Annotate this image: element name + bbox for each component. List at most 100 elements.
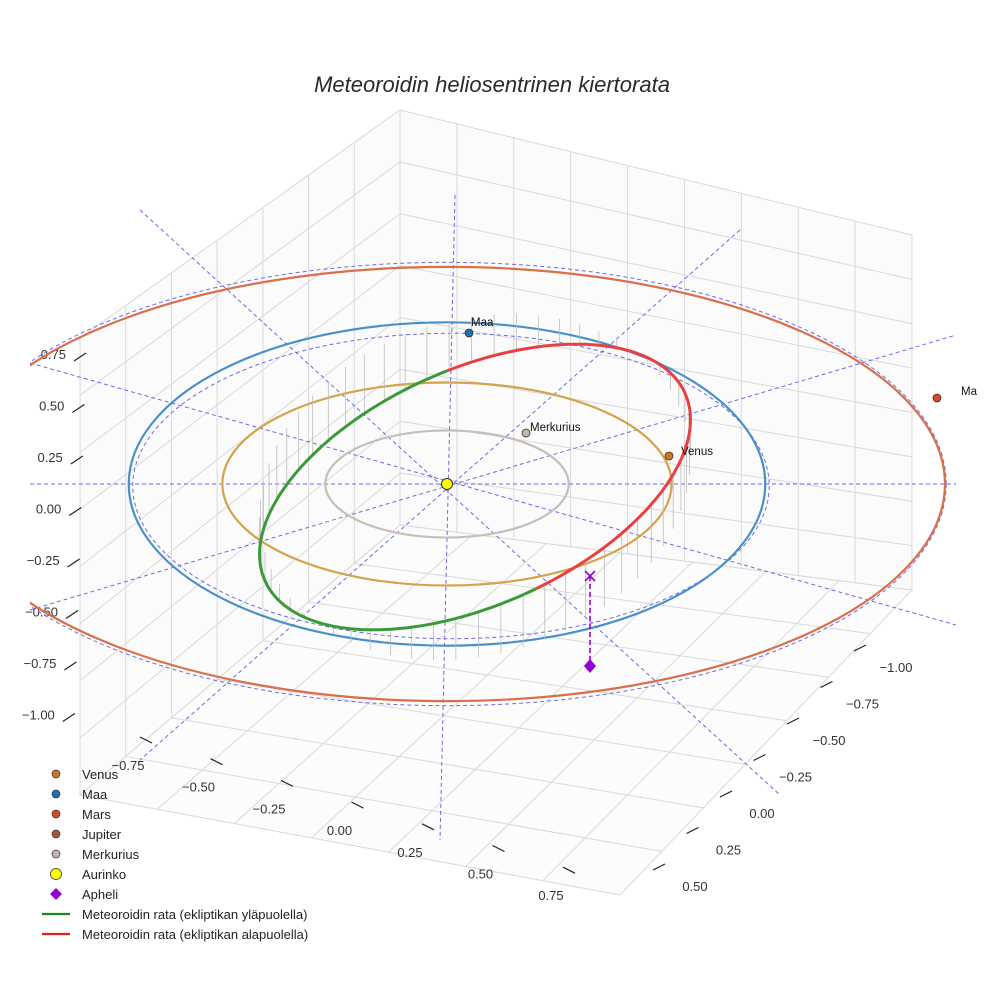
x-tick-label: −0.50 [182, 780, 215, 795]
legend-item[interactable]: Apheli [40, 884, 308, 904]
meteoroid-orbit-below [446, 342, 692, 590]
grid-line [79, 420, 401, 682]
x-tick-mark [562, 866, 576, 874]
grid-line [79, 368, 401, 625]
grid-line [399, 317, 913, 413]
grid-line [399, 265, 913, 369]
grid-line [233, 543, 547, 824]
x-tick-mark [210, 758, 223, 766]
legend-item[interactable]: Meteoroidin rata (ekliptikan alapuolella… [40, 924, 308, 944]
z-tick-label: −0.25 [27, 553, 60, 568]
planet-venus [664, 451, 674, 461]
legend-sun-icon [40, 864, 74, 884]
grid-line [399, 420, 913, 502]
grid-line [262, 640, 787, 722]
y-tick-mark [786, 717, 800, 725]
legend-item[interactable]: Mars [40, 804, 308, 824]
x-tick-label: 0.75 [538, 888, 563, 903]
legend-label: Meteoroidin rata (ekliptikan yläpuolella… [82, 906, 308, 922]
grid-line [399, 161, 913, 280]
grid-line [125, 755, 662, 852]
legend-dot-icon [40, 764, 74, 784]
axis-walls [78, 109, 914, 896]
meteoroid-orbit-above [258, 369, 537, 632]
z-tick-mark [70, 455, 84, 465]
axis-ticks: 0.75 0.50 0.25 0.00 −0.25 −0.50 −0.75 −1.00 −0.7… [22, 347, 913, 903]
aphelion-ecliptic-mark [584, 570, 596, 582]
x-tick-label: −0.75 [112, 758, 145, 773]
aphelion-marker [584, 659, 596, 673]
floor [78, 524, 914, 896]
legend-item[interactable]: Aurinko [40, 864, 308, 884]
y-tick-mark [853, 644, 867, 652]
meteoroid-orbit [258, 314, 692, 660]
x-tick-label: 0.50 [468, 867, 493, 882]
legend-label: Jupiter [82, 826, 122, 842]
legend-label: Meteoroidin rata (ekliptikan alapuolella… [82, 926, 309, 942]
legend-dot-icon [40, 844, 74, 864]
ecliptic-dashed-ring [30, 261, 947, 707]
ecliptic-plane [30, 194, 956, 841]
y-tick-mark [652, 863, 666, 871]
legend-item[interactable]: Maa [40, 784, 308, 804]
y-tick-label: −0.50 [813, 733, 846, 748]
planet-label-maa: Maa [471, 317, 494, 329]
planet-label-mars: Ma [961, 386, 978, 398]
markers: Venus Maa Ma Merkurius [441, 317, 978, 673]
grid-line [79, 265, 401, 510]
planet-maa [464, 328, 474, 338]
z-tick-label: 0.00 [36, 502, 61, 517]
grid-line [308, 601, 829, 678]
orbit-maa [127, 321, 767, 647]
orbit-merkurius [324, 429, 570, 539]
legend: Venus Maa Mars Jupiter Merkurius Aurinko Aphel… [40, 764, 308, 944]
legend-item[interactable]: Meteoroidin rata (ekliptikan yläpuolella… [40, 904, 308, 924]
y-tick-label: −1.00 [880, 660, 913, 675]
z-tick-mark [73, 352, 87, 362]
planet-orbits [30, 265, 946, 703]
orbit-venus [221, 381, 673, 587]
y-tick-label: −0.25 [779, 770, 812, 785]
grid-line [217, 678, 746, 765]
legend-label: Apheli [82, 886, 119, 902]
orbit-mars [30, 265, 946, 703]
z-tick-mark [72, 404, 85, 413]
grid-line [399, 213, 913, 325]
z-tick-label: 0.75 [41, 347, 66, 362]
x-tick-label: 0.00 [327, 823, 352, 838]
y-tick-label: 0.25 [716, 843, 741, 858]
legend-dot-icon [40, 804, 74, 824]
z-tick-mark [64, 661, 77, 671]
y-tick-mark [820, 680, 833, 689]
x-tick-label: −0.25 [253, 801, 286, 816]
legend-label: Merkurius [82, 846, 140, 862]
legend-dot-icon [40, 784, 74, 804]
planet-merkurius [521, 428, 531, 438]
y-tick-mark [686, 826, 699, 835]
grid-line [79, 317, 401, 567]
grid-line [79, 213, 401, 453]
legend-item[interactable]: Jupiter [40, 824, 308, 844]
planet-label-venus: Venus [681, 446, 713, 458]
ecliptic-dashed-line [30, 362, 956, 626]
grid-line [156, 533, 474, 810]
z-tick-label: −0.75 [23, 656, 56, 671]
ecliptic-dashed-ring [132, 332, 770, 640]
legend-dot-icon [40, 824, 74, 844]
grid-line [399, 472, 913, 547]
legend-label: Maa [82, 786, 108, 802]
z-tick-label: 0.50 [39, 399, 64, 414]
planet-mars [932, 393, 942, 403]
planet-label-merkurius: Merkurius [530, 422, 581, 434]
legend-label: Venus [82, 766, 119, 782]
z-tick-label: −1.00 [22, 708, 55, 723]
grid-line [171, 717, 704, 809]
grid-line [354, 563, 871, 635]
chart-title: Meteoroidin heliosentrinen kiertorata [314, 72, 670, 97]
legend-item[interactable]: Merkurius [40, 844, 308, 864]
grid-line [388, 561, 693, 853]
z-tick-mark [62, 713, 76, 722]
legend-label: Aurinko [82, 866, 127, 882]
grid-line [79, 472, 401, 739]
legend-item[interactable]: Venus [40, 764, 308, 784]
